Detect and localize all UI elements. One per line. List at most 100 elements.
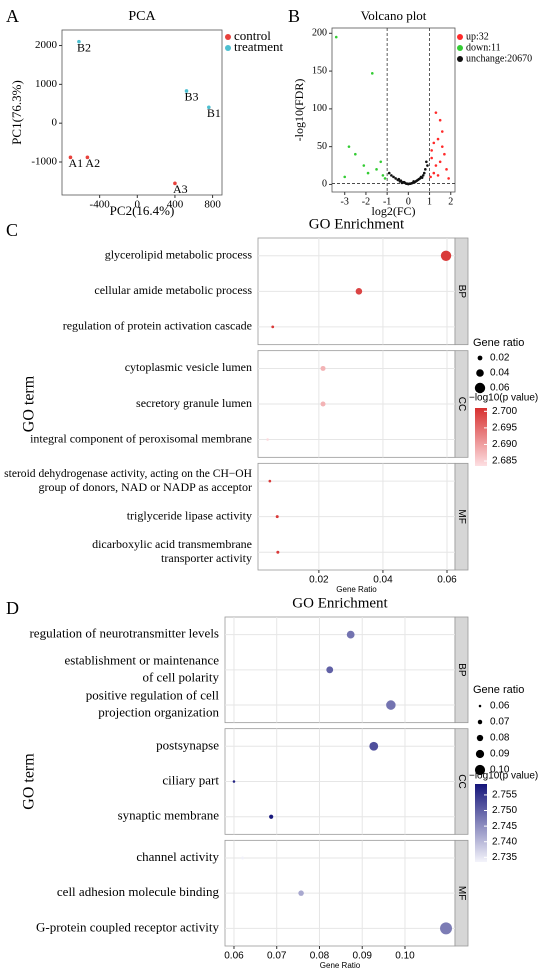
term-label: secretory granule lumen (136, 396, 252, 410)
term-label: G-protein coupled receptor activity (36, 919, 220, 934)
x-tick-label: 0.09 (352, 951, 372, 962)
legend-label: control (234, 28, 271, 43)
colorbar-title: −log10(p value) (469, 771, 538, 782)
term-label: positive regulation of cell (86, 688, 220, 703)
legend-label: unchange:20670 (466, 53, 532, 64)
dot (298, 890, 304, 896)
legend-marker (457, 45, 463, 51)
point (432, 141, 436, 145)
point (403, 181, 407, 185)
x-tick-label: 2 (448, 196, 453, 207)
colorbar-label: 2.755 (492, 790, 517, 801)
point (343, 175, 347, 179)
point (430, 149, 433, 152)
y-tick-label: 150 (312, 65, 327, 76)
size-legend-dot (477, 355, 483, 361)
point (410, 182, 413, 185)
x-axis-label: Gene Ratio (320, 961, 361, 970)
y-tick-label: 100 (312, 103, 327, 114)
chart-title: GO Enrichment (292, 595, 388, 611)
dot (386, 700, 396, 710)
point (77, 39, 81, 44)
legend-marker (457, 56, 463, 62)
point (429, 175, 432, 179)
legend-label: down:11 (466, 42, 501, 53)
point-label: B3 (185, 90, 199, 104)
dot (268, 479, 272, 483)
size-legend-dot (477, 719, 483, 725)
point (207, 105, 211, 110)
dot (369, 741, 379, 751)
point (68, 155, 73, 160)
point (434, 111, 438, 114)
size-legend-label: 0.07 (490, 717, 510, 728)
size-legend-title: Gene ratio (473, 337, 524, 349)
point (347, 145, 351, 148)
term-label: of cell polarity (142, 669, 219, 684)
y-tick-label: 0 (322, 179, 327, 190)
size-legend-title: Gene ratio (473, 684, 524, 696)
colorbar (475, 408, 487, 466)
y-tick-label: 50 (317, 141, 327, 152)
point-label: A2 (85, 156, 100, 170)
point (434, 164, 438, 167)
x-tick-label: 0.06 (224, 951, 244, 962)
y-tick-label: 2000 (35, 39, 58, 51)
dot (320, 401, 326, 407)
y-axis-label: GO term (21, 375, 38, 432)
point (438, 160, 442, 164)
plot-frame (331, 27, 456, 193)
colorbar-label: 2.745 (492, 821, 517, 832)
dot (276, 550, 280, 554)
facet-label: CC (456, 774, 467, 788)
panel-letter: B (288, 6, 300, 26)
chart-title: Volcano plot (361, 8, 427, 23)
point (392, 175, 395, 179)
term-label: dicarboxylic acid transmembrane (92, 537, 252, 551)
x-tick-label: 400 (167, 199, 184, 211)
dot (271, 325, 275, 329)
point (430, 156, 433, 160)
point (184, 89, 189, 93)
point (412, 180, 415, 183)
point-label: A3 (173, 182, 188, 196)
colorbar-label: 2.690 (492, 439, 517, 450)
legend-marker (225, 45, 231, 51)
legend-label: treatment (234, 39, 283, 54)
term-label: cytoplasmic vesicle lumen (125, 360, 252, 374)
x-axis-label: Gene Ratio (336, 585, 377, 594)
point (383, 177, 387, 180)
x-tick-label: 0.06 (437, 575, 457, 586)
point (414, 180, 418, 183)
point (401, 180, 405, 184)
x-tick-label: 0.10 (395, 951, 415, 962)
point (436, 174, 440, 177)
x-tick-label: 0.02 (309, 575, 329, 586)
point (426, 164, 429, 167)
colorbar-label: 2.735 (492, 852, 517, 863)
size-legend-label: 0.09 (490, 749, 510, 760)
dot (320, 365, 326, 371)
dot (269, 814, 274, 819)
point-label: A1 (68, 156, 83, 170)
size-legend-label: 0.08 (490, 733, 510, 744)
facet-label: BP (456, 663, 467, 677)
y-axis-label: -log10(FDR) (292, 79, 306, 142)
facet-label: CC (456, 397, 467, 411)
point (354, 152, 357, 156)
y-tick-label: 0 (52, 117, 58, 129)
chart-title: GO Enrichment (309, 216, 405, 232)
chart-title: PCA (128, 9, 156, 24)
size-legend-dot (474, 764, 486, 776)
point (422, 171, 426, 175)
size-legend-label: 0.06 (490, 701, 510, 712)
point (447, 177, 450, 180)
x-tick-label: 0.04 (373, 575, 393, 586)
point (438, 118, 442, 122)
y-axis-label: GO term (21, 753, 38, 810)
term-label: triglyceride lipase activity (127, 508, 252, 522)
colorbar-label: 2.750 (492, 805, 517, 816)
point-label: B1 (207, 106, 221, 120)
